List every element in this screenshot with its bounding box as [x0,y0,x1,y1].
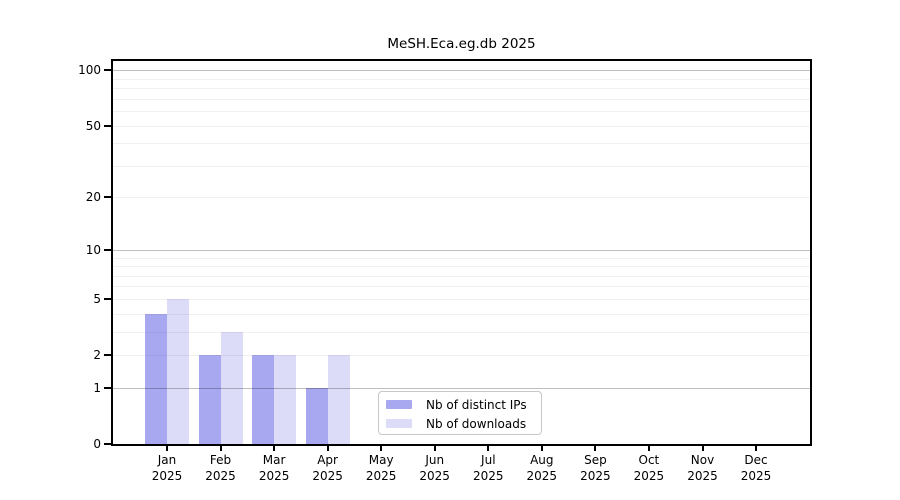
x-tick-nov [701,444,704,451]
y-tick-1 [104,386,111,389]
y-tick-label-100: 100 [78,63,101,78]
y-tick-20 [104,196,111,199]
gridline-minor-3 [113,331,810,333]
x-tick-sep [594,444,597,451]
gridline-minor-70 [113,98,810,100]
bar-distinct-ips-jan [145,313,167,444]
gridline-minor-50 [113,125,810,127]
y-tick-label-10: 10 [85,242,101,257]
gridline-major-10 [113,249,810,251]
bar-downloads-mar [274,355,297,444]
x-tick-label-aug: Aug 2025 [526,453,558,483]
bar-downloads-jan [167,298,189,444]
gridline-minor-6 [113,286,810,288]
gridline-minor-5 [113,298,810,300]
gridline-minor-9 [113,257,810,259]
gridline-major-100 [113,70,810,72]
gridline-major-1 [113,387,810,389]
x-tick-apr [326,444,329,451]
gridline-minor-60 [113,110,810,112]
y-tick-100 [104,69,111,72]
gridline-minor-40 [113,143,810,145]
legend-label-downloads: Nb of downloads [426,416,527,431]
x-tick-oct [647,444,650,451]
x-tick-label-sep: Sep 2025 [580,453,611,483]
gridline-minor-8 [113,266,810,267]
y-tick-label-1: 1 [93,380,101,395]
legend-row-downloads: Nb of downloads [379,414,541,433]
x-tick-may [380,444,383,451]
gridline-minor-20 [113,197,810,199]
x-tick-jun [433,444,436,451]
legend-label-distinct-ips: Nb of distinct IPs [426,397,527,412]
x-tick-dec [755,444,757,451]
legend-swatch-distinct-ips [386,400,412,409]
x-tick-label-oct: Oct 2025 [633,453,665,483]
legend: Nb of distinct IPs Nb of downloads [378,391,542,435]
gridline-minor-90 [113,78,810,80]
x-tick-label-jun: Jun 2025 [419,453,450,483]
bar-distinct-ips-apr [305,387,328,444]
y-tick-10 [104,248,111,251]
y-tick-label-20: 20 [85,190,101,205]
gridline-minor-2 [113,355,810,356]
gridline-minor-80 [113,88,810,89]
chart-title: MeSH.Eca.eg.db 2025 [387,36,536,52]
y-tick-label-5: 5 [93,291,101,306]
gridline-minor-7 [113,275,810,277]
y-tick-label-0: 0 [93,437,101,451]
bar-distinct-ips-feb [198,355,221,444]
y-tick-2 [104,354,111,356]
legend-row-distinct-ips: Nb of distinct IPs [379,395,541,414]
x-tick-feb [219,444,222,451]
plot-area: Nb of distinct IPs Nb of downloads 0 1 2 5 1… [78,59,812,483]
x-tick-label-dec: Dec 2025 [740,453,772,483]
x-tick-mar [273,444,276,451]
y-tick-label-50: 50 [85,118,101,133]
y-tick-label-2: 2 [93,348,101,362]
x-tick-label-mar: Mar 2025 [258,453,290,483]
x-tick-label-jan: Jan 2025 [151,453,183,483]
x-tick-label-may: May 2025 [365,453,397,483]
x-tick-label-feb: Feb 2025 [205,453,236,483]
x-tick-jul [487,444,490,451]
x-tick-label-apr: Apr 2025 [312,453,343,483]
x-tick-jan [166,444,168,451]
x-tick-aug [540,444,543,451]
bar-distinct-ips-mar [252,355,275,444]
bar-downloads-apr [327,355,350,444]
y-tick-5 [104,297,111,300]
y-tick-0 [104,443,111,445]
gridline-minor-4 [113,313,810,315]
bar-downloads-feb [220,331,243,444]
x-tick-label-jul: Jul 2025 [473,453,504,483]
gridline-minor-30 [113,165,810,167]
x-tick-label-nov: Nov 2025 [687,453,718,483]
legend-swatch-downloads [386,419,412,428]
y-tick-50 [104,124,111,127]
